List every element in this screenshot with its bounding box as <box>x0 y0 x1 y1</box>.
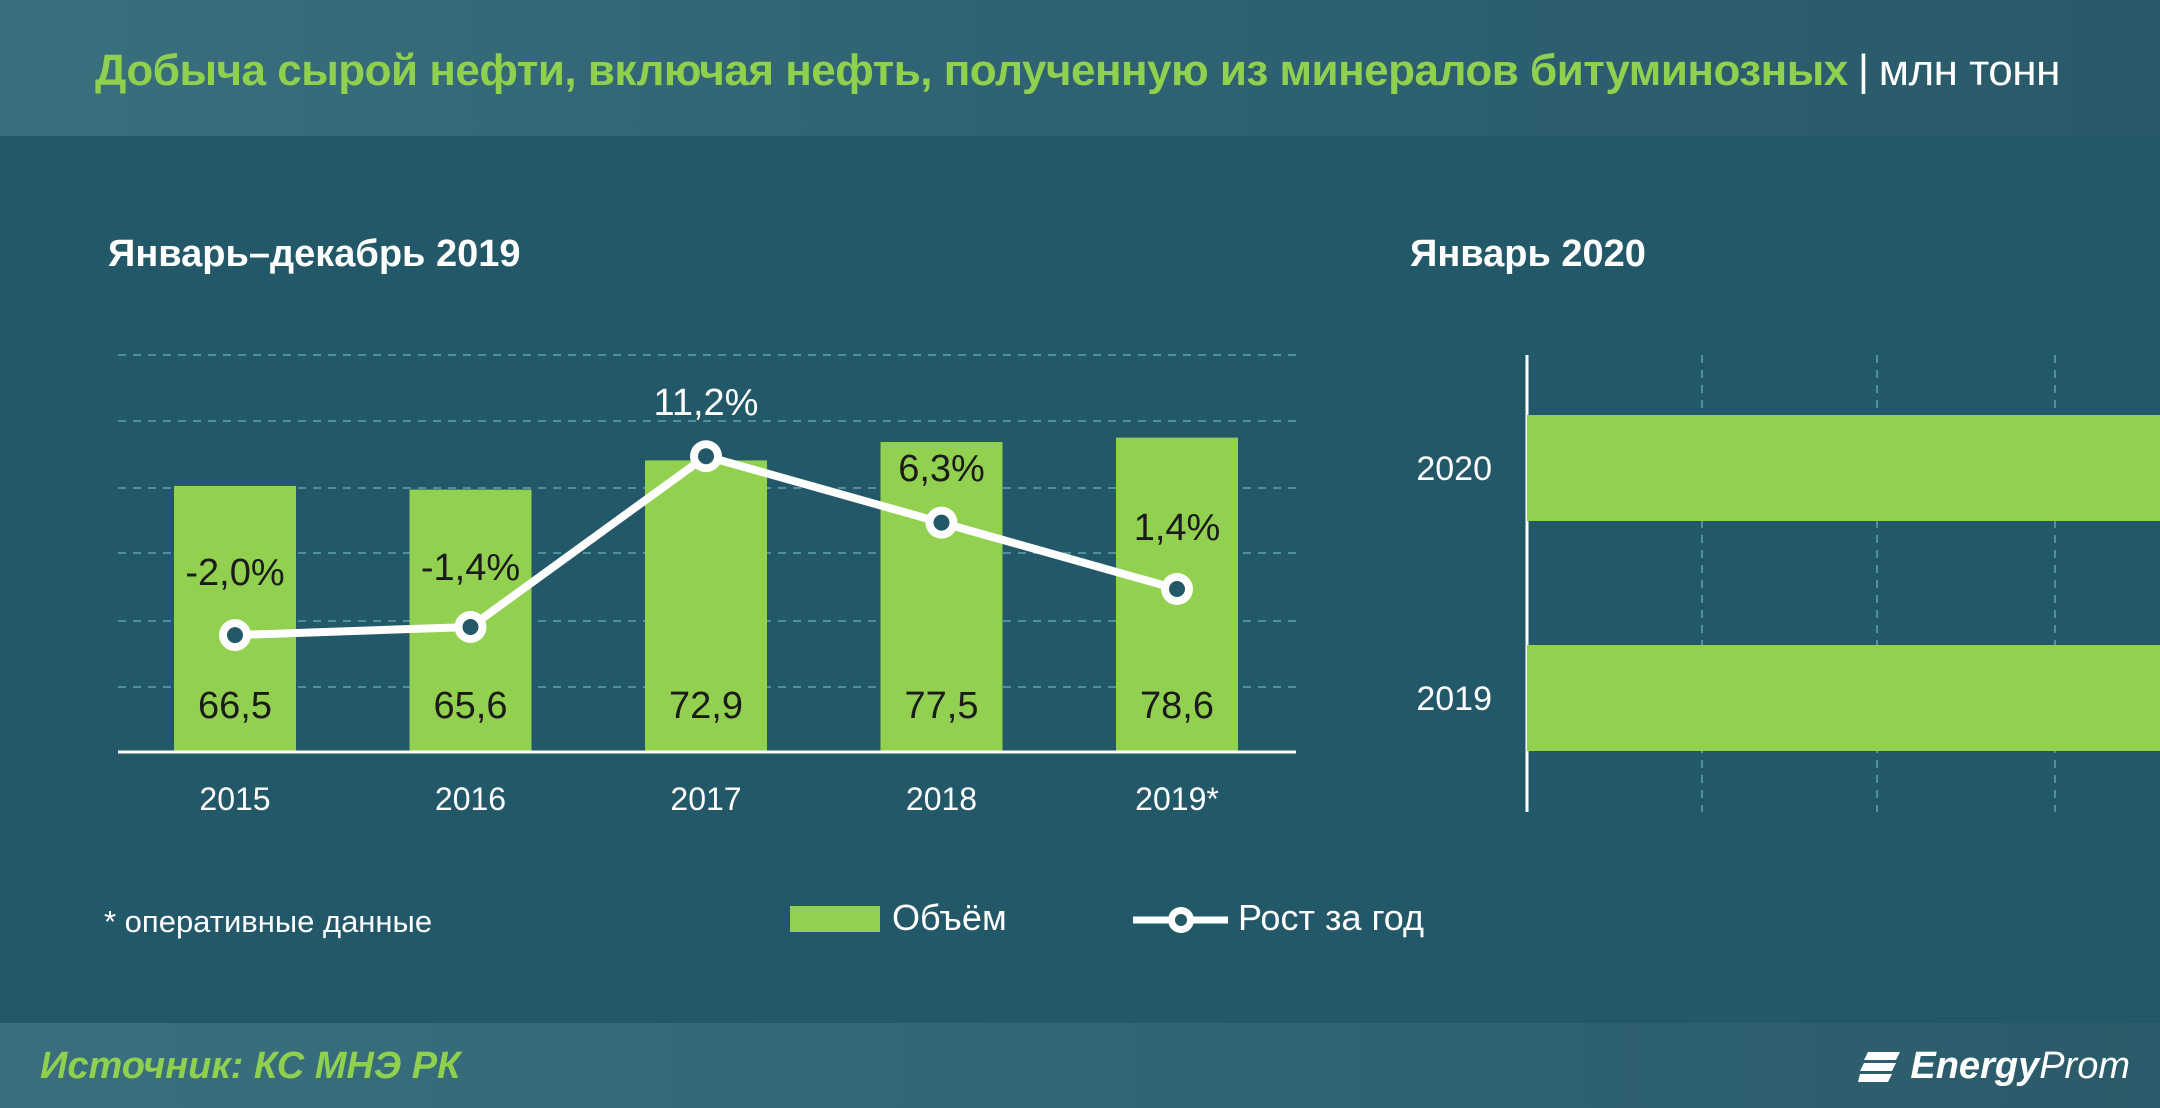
volume-value-label: 65,6 <box>434 685 508 727</box>
x-tick-label: 2018 <box>906 781 977 817</box>
title-main: Добыча сырой нефти, включая нефть, получ… <box>95 46 1848 95</box>
growth-marker-hole <box>698 448 714 465</box>
volume-bar <box>174 486 296 752</box>
growth-marker-hole <box>1169 581 1185 598</box>
volume-bar <box>880 442 1003 752</box>
source-text: Источник: КС МНЭ РК <box>40 1045 461 1087</box>
footer-band: Источник: КС МНЭ РК EnergyProm <box>0 1023 2160 1108</box>
growth-value-label: 1,4% <box>1134 507 1221 549</box>
logo-text-light: Prom <box>2039 1044 2130 1087</box>
title-unit: млн тонн <box>1878 46 2061 95</box>
logo-icon <box>1858 1052 1901 1082</box>
growth-value-label: -1,4% <box>421 547 520 589</box>
y-tick-label: 2019 <box>1416 680 1492 718</box>
legend-volume-label: Объём <box>892 897 1007 938</box>
growth-marker-hole <box>227 627 243 644</box>
growth-marker-hole <box>462 618 479 635</box>
logo-text-bold: Energy <box>1910 1044 2040 1087</box>
x-tick-label: 2016 <box>435 781 506 817</box>
volume-value-label: 72,9 <box>669 685 743 727</box>
horizontal-bar <box>1527 415 2160 521</box>
growth-value-label: 6,3% <box>898 448 985 490</box>
footnote: * оперативные данные <box>104 904 433 939</box>
header-band: Добыча сырой нефти, включая нефть, получ… <box>0 0 2160 136</box>
chart-title: Добыча сырой нефти, включая нефть, получ… <box>95 46 2060 96</box>
right-chart-subtitle: Январь 2020 <box>1410 233 1646 275</box>
growth-marker-hole <box>933 514 950 531</box>
volume-value-label: 66,5 <box>198 685 272 727</box>
energyprom-logo: EnergyProm <box>1858 1039 2130 1093</box>
legend-growth-label: Рост за год <box>1238 897 1425 938</box>
horizontal-bar <box>1527 645 2160 751</box>
logo-text: EnergyProm <box>1910 1045 2130 1088</box>
y-tick-label: 2020 <box>1416 450 1492 488</box>
volume-bar <box>645 460 767 752</box>
growth-value-label: -2,0% <box>185 552 284 594</box>
title-separator: | <box>1857 46 1869 95</box>
volume-value-label: 77,5 <box>905 685 979 727</box>
volume-value-label: 78,6 <box>1140 685 1214 727</box>
x-tick-label: 2017 <box>670 781 741 817</box>
x-tick-label: 2019* <box>1135 781 1219 817</box>
x-tick-label: 2015 <box>199 781 270 817</box>
left-chart-subtitle: Январь–декабрь 2019 <box>108 233 521 275</box>
growth-value-label: 11,2% <box>654 382 759 424</box>
